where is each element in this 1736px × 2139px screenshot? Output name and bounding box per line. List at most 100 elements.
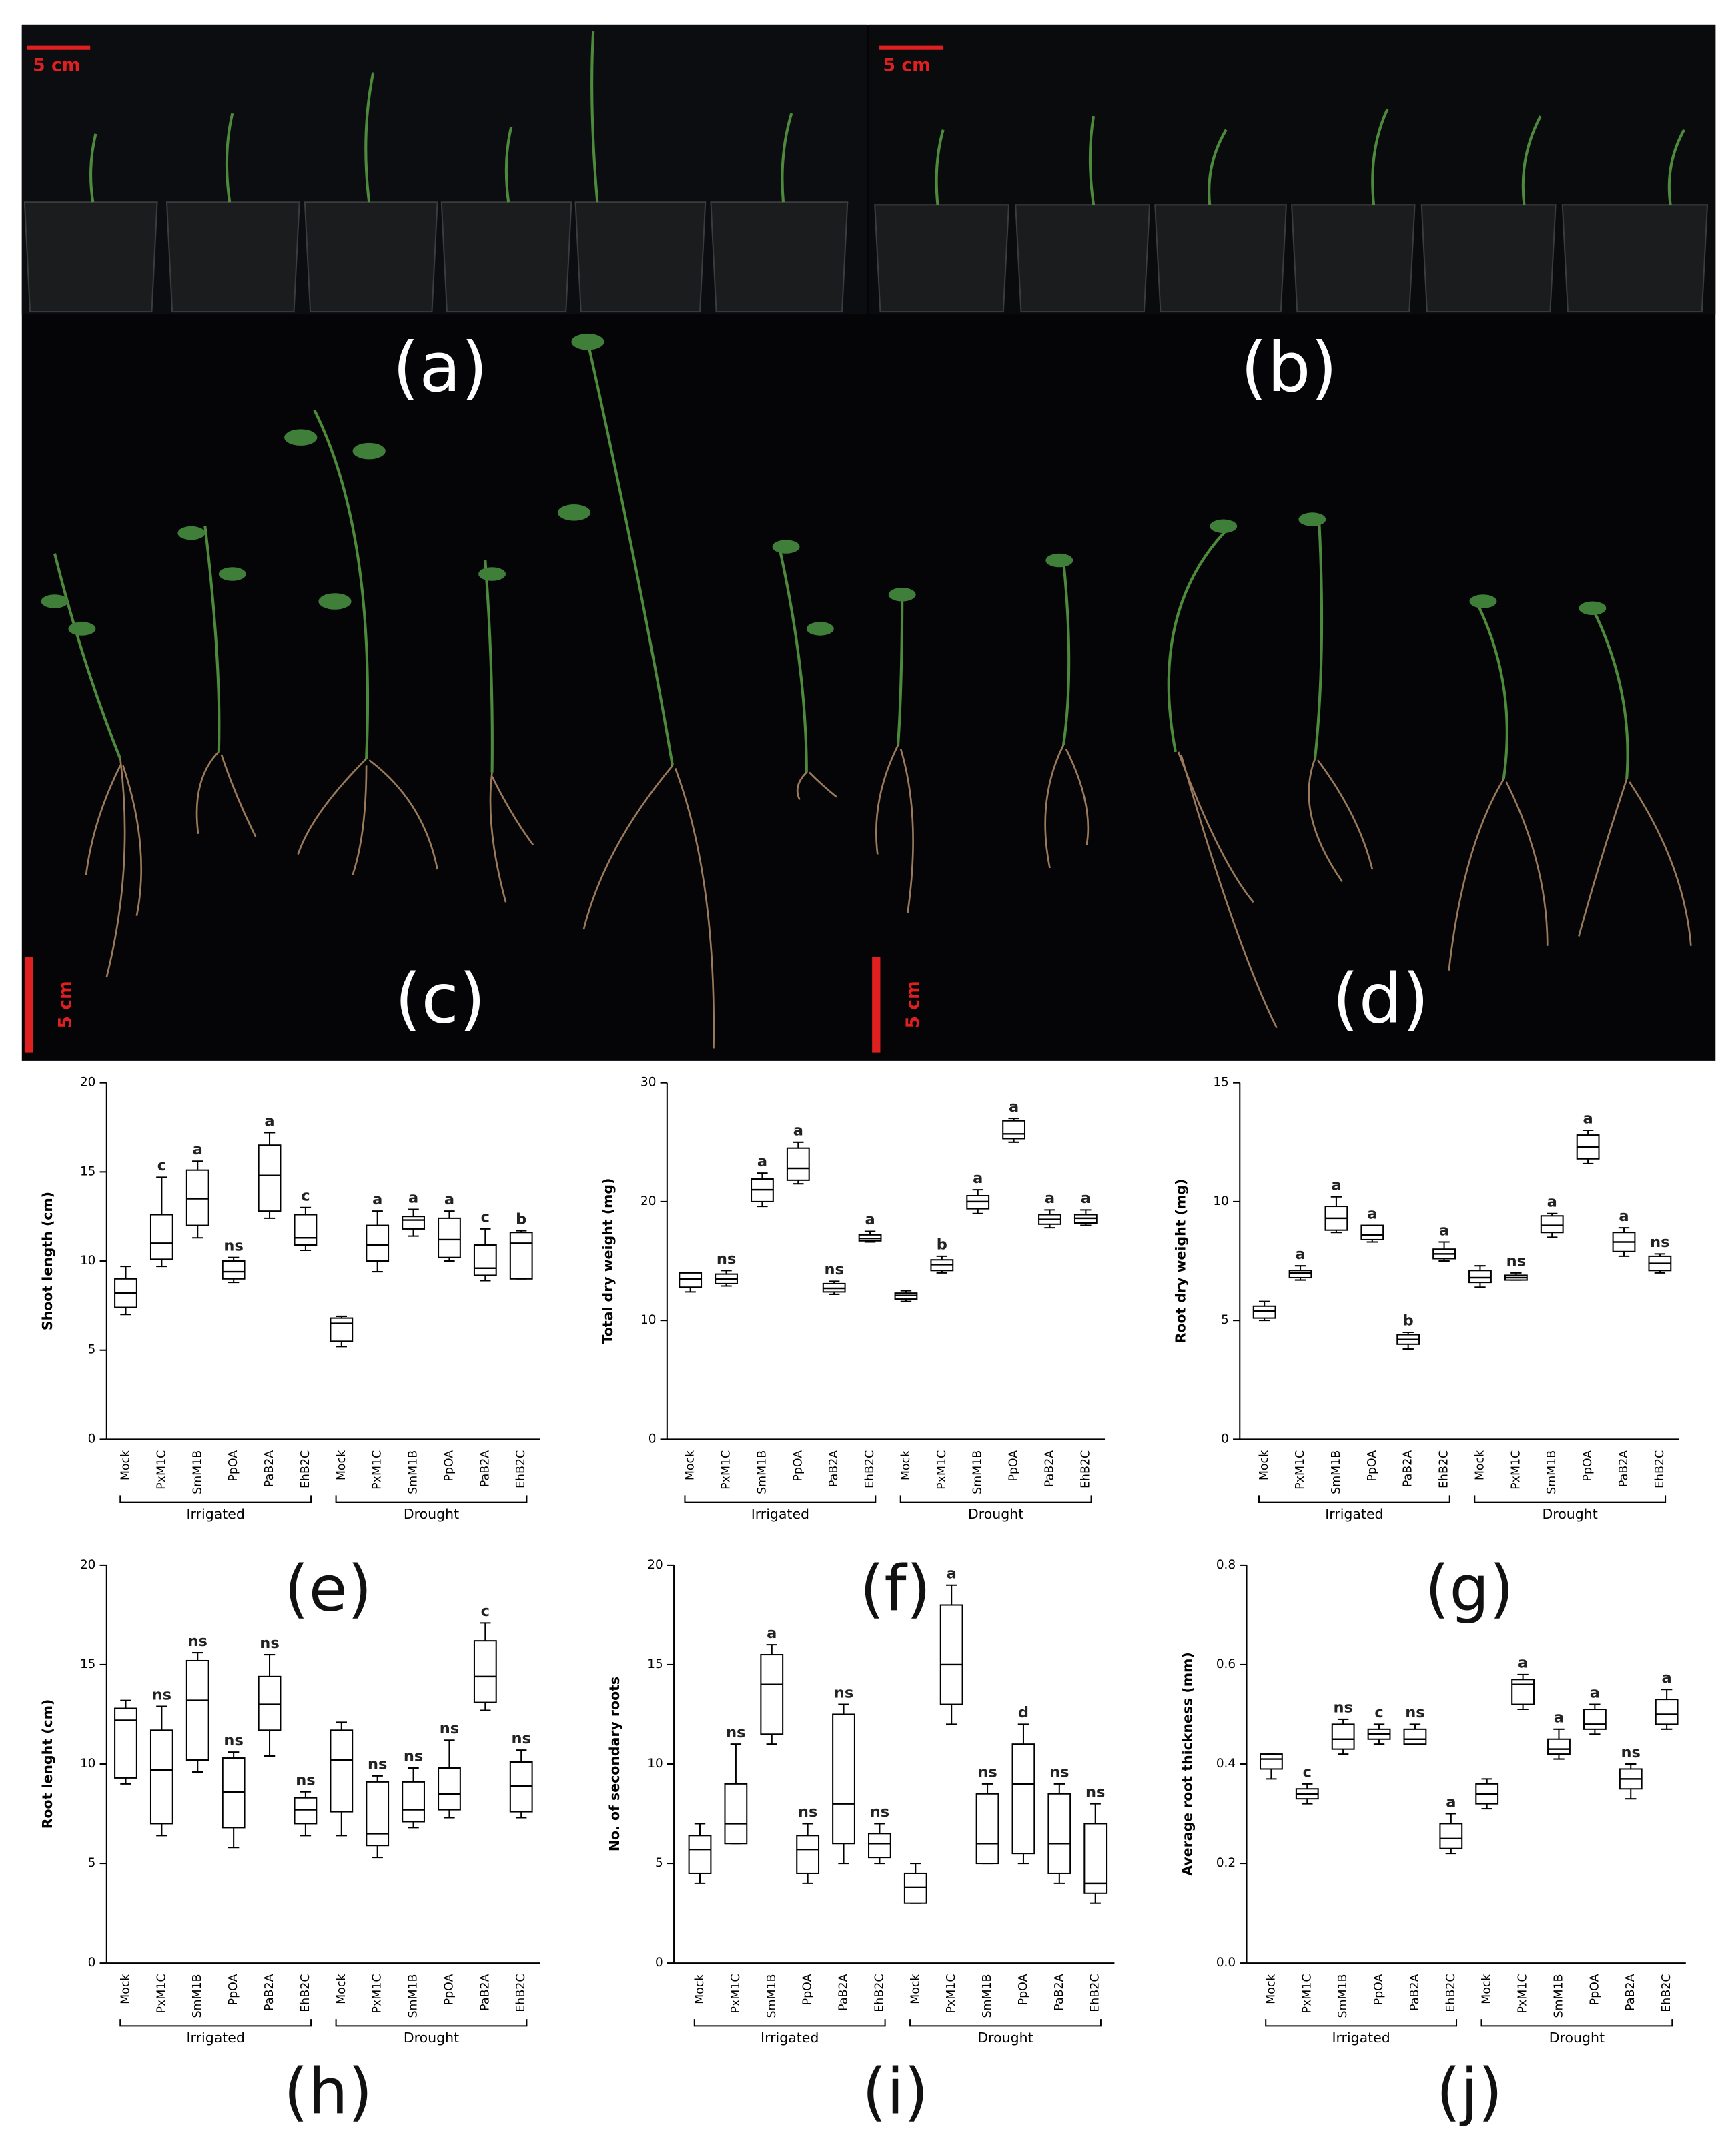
significance-letter: a <box>947 1565 957 1582</box>
x-tick-label: PpOA <box>1588 1974 1601 2005</box>
x-tick-label: EhB2C <box>863 1450 877 1488</box>
x-tick-label: PpOA <box>1581 1450 1595 1482</box>
y-axis-label: Root dry weight (mg) <box>1172 1179 1188 1344</box>
group-label: Drought <box>977 2030 1033 2046</box>
group-bracket <box>335 1495 528 1503</box>
box <box>222 1260 246 1280</box>
significance-letter: ns <box>511 1730 530 1747</box>
panel-label: (c) <box>395 960 486 1039</box>
significance-letter: a <box>1583 1110 1593 1128</box>
x-tick-label: PxM1C <box>1509 1450 1523 1490</box>
box <box>509 1761 533 1813</box>
scale-label: 5 cm <box>55 981 76 1028</box>
x-tick-label: PxM1C <box>1294 1450 1307 1490</box>
significance-letter: a <box>408 1189 418 1206</box>
x-tick-label: SmM1B <box>191 1450 204 1494</box>
x-tick-label: PaB2A <box>1053 1974 1066 2010</box>
x-tick-label: EhB2C <box>1660 1974 1673 2012</box>
y-axis-label: Total dry weight (mg) <box>600 1178 616 1344</box>
panel-label: (h) <box>284 2056 372 2128</box>
y-tick-label: 0.2 <box>1216 1856 1236 1870</box>
x-tick-label: Mock <box>693 1974 707 2004</box>
x-tick-label: EhB2C <box>299 1450 312 1488</box>
box <box>796 1835 820 1874</box>
significance-letter: ns <box>1650 1234 1669 1251</box>
y-tick-label: 0 <box>88 1432 96 1446</box>
x-tick-label: PpOA <box>1366 1450 1379 1482</box>
group-bracket <box>335 2019 528 2027</box>
pots-a <box>23 31 849 313</box>
group-label: Drought <box>968 1506 1023 1522</box>
x-tick-label: PpOA <box>442 1450 456 1482</box>
x-tick-label: PaB2A <box>1043 1450 1056 1487</box>
x-tick-label: EhB2C <box>1438 1450 1451 1488</box>
x-tick-label: Mock <box>1480 1974 1494 2004</box>
significance-letter: b <box>937 1236 947 1254</box>
box <box>1360 1224 1384 1240</box>
significance-letter: a <box>865 1211 875 1228</box>
box <box>258 1675 282 1731</box>
x-tick-label: PpOA <box>227 1974 240 2005</box>
x-tick-label: SmM1B <box>407 1974 420 2018</box>
box <box>1259 1753 1283 1770</box>
y-tick-label: 0 <box>88 1956 96 1970</box>
y-tick-label: 0.4 <box>1216 1757 1236 1771</box>
scale-label: 5 cm <box>33 55 80 76</box>
box <box>688 1835 712 1874</box>
box <box>724 1783 748 1845</box>
box <box>760 1654 784 1735</box>
box <box>438 1767 461 1811</box>
group-bracket <box>1258 1495 1450 1503</box>
plants-c <box>41 333 837 1049</box>
significance-letter: a <box>1295 1246 1305 1263</box>
significance-letter: ns <box>870 1803 889 1821</box>
group-bracket <box>1474 1495 1667 1503</box>
panel-label: (b) <box>1241 328 1338 408</box>
significance-letter: ns <box>404 1748 423 1765</box>
significance-letter: c <box>481 1209 490 1226</box>
box <box>1583 1709 1607 1730</box>
box <box>294 1797 318 1825</box>
significance-letter: c <box>1374 1704 1383 1721</box>
significance-letter: ns <box>726 1724 745 1741</box>
y-tick-label: 10 <box>80 1254 95 1268</box>
y-tick-label: 20 <box>80 1076 95 1090</box>
x-tick-label: Mock <box>119 1974 132 2004</box>
panel-label: (d) <box>1332 960 1429 1039</box>
x-tick-label: Mock <box>119 1450 132 1480</box>
significance-letter: a <box>1446 1793 1456 1811</box>
box <box>185 1659 209 1761</box>
y-tick-label: 15 <box>1213 1076 1228 1090</box>
group-label: Irrigated <box>187 1506 245 1522</box>
significance-letter: a <box>1547 1193 1557 1210</box>
significance-letter: ns <box>188 1633 207 1650</box>
y-tick-label: 0.8 <box>1216 1558 1236 1572</box>
y-tick-label: 0 <box>648 1432 657 1446</box>
scale-bar <box>24 957 33 1053</box>
y-tick-label: 5 <box>88 1343 96 1357</box>
box <box>222 1757 246 1829</box>
significance-letter: a <box>372 1191 382 1208</box>
x-tick-label: Mock <box>335 1450 348 1480</box>
x-tick-label: Mock <box>335 1974 348 2004</box>
x-tick-label: PaB2A <box>478 1450 492 1487</box>
x-tick-label: EhB2C <box>1089 1974 1102 2012</box>
x-tick-label: PpOA <box>791 1450 805 1482</box>
box <box>903 1872 927 1904</box>
significance-letter: a <box>1518 1655 1528 1672</box>
significance-letter: a <box>1439 1222 1449 1239</box>
group-label: Irrigated <box>751 1506 809 1522</box>
x-tick-label: PxM1C <box>729 1974 743 2013</box>
scale-label: 5 cm <box>903 981 923 1028</box>
x-tick-label: PaB2A <box>1402 1450 1415 1487</box>
y-tick-label: 15 <box>80 1164 95 1178</box>
x-tick-label: EhB2C <box>873 1974 886 2012</box>
y-tick-label: 5 <box>655 1856 663 1870</box>
significance-letter: b <box>1403 1312 1414 1330</box>
box <box>330 1729 354 1813</box>
panel-label: (f) <box>860 1553 931 1626</box>
group-label: Drought <box>404 2030 459 2046</box>
box <box>1439 1823 1463 1849</box>
box <box>149 1214 173 1260</box>
